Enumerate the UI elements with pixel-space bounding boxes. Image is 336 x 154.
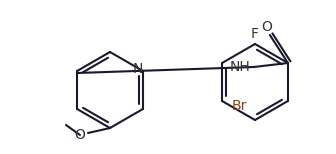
Text: N: N (133, 62, 143, 76)
Text: NH: NH (229, 60, 250, 74)
Text: O: O (261, 20, 272, 34)
Text: F: F (251, 27, 259, 41)
Text: O: O (75, 128, 85, 142)
Text: Br: Br (232, 99, 248, 113)
